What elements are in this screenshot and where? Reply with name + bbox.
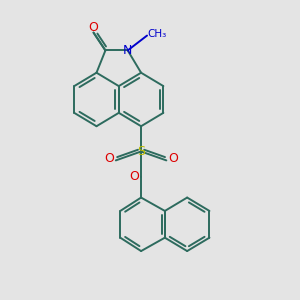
Text: CH₃: CH₃ (148, 29, 167, 39)
Text: N: N (123, 44, 132, 57)
Text: O: O (130, 170, 140, 183)
Text: S: S (137, 145, 145, 158)
Text: O: O (88, 21, 98, 34)
Text: O: O (104, 152, 114, 165)
Text: O: O (168, 152, 178, 165)
